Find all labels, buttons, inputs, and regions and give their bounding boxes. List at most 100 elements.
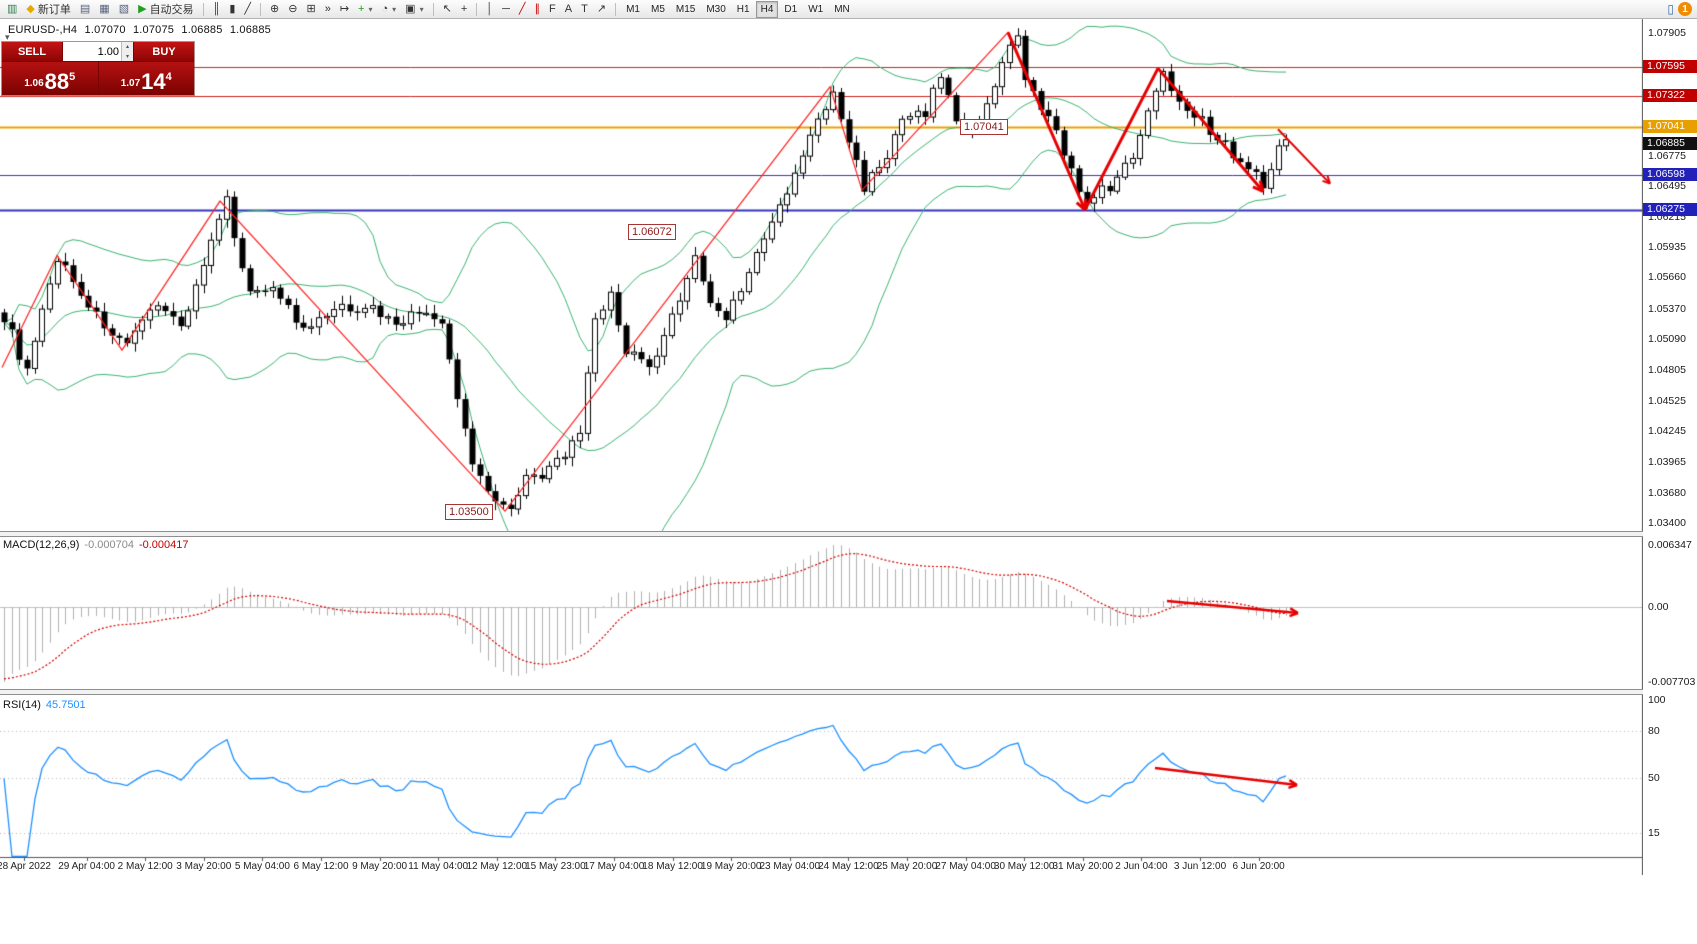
timeframe-h1[interactable]: H1	[736, 3, 750, 15]
resistance-tag-2: 1.07322	[1643, 89, 1697, 103]
rsi-panel-divider[interactable]	[0, 689, 1697, 695]
text-icon: A	[564, 3, 573, 15]
price-level-label[interactable]: 1.07041	[960, 118, 1008, 135]
price-axis-label: 1.04245	[1648, 425, 1686, 438]
indicators-add-icon: +	[358, 3, 365, 15]
price-level-label[interactable]: 1.06072	[628, 224, 676, 241]
new-order-button[interactable]: ◆ 新订单	[22, 0, 74, 18]
price-axis[interactable]: 1.07905 1.06775 1.06495 1.06215 1.05935 1.056…	[1643, 18, 1697, 878]
timeframe-m5[interactable]: M5	[650, 3, 665, 15]
autotrading-button-label: 自动交易	[149, 4, 194, 16]
tile-windows-icon: ⊞	[306, 3, 316, 15]
volume-field[interactable]: 1.00 ▴ ▾	[63, 42, 133, 61]
time-axis-label: 23 May 04:00	[759, 861, 821, 872]
trendline-icon[interactable]: ╱	[515, 0, 530, 18]
timeframe-m1[interactable]: M1	[626, 3, 640, 15]
price-axis-label: 1.04525	[1648, 394, 1686, 407]
time-axis-label: 17 May 04:00	[583, 861, 645, 872]
bar-chart-icon: ║	[212, 3, 221, 15]
data-window-icon[interactable]: ▦	[95, 0, 113, 18]
macd-value-signal: -0.000417	[138, 539, 189, 551]
zoom-in-icon[interactable]: ⊕	[266, 0, 283, 18]
price-axis-label: 1.05090	[1648, 333, 1686, 346]
mobile-app-icon[interactable]: ▯	[1667, 2, 1674, 16]
timeframe-m30[interactable]: M30	[706, 3, 726, 15]
timeframe-d1[interactable]: D1	[784, 3, 798, 15]
price-level-label[interactable]: 1.03500	[445, 504, 493, 521]
indicators-add-icon[interactable]: + ▾	[354, 0, 376, 18]
buy-price-small: 1.07	[120, 78, 141, 89]
current-price-tag: 1.06885	[1643, 136, 1697, 150]
candlestick-chart-icon[interactable]: ▮	[225, 0, 239, 18]
buy-price-sup: 4	[165, 71, 172, 83]
buy-button[interactable]: BUY	[134, 42, 194, 61]
toolbar-right-cluster: ▯ 1	[1667, 2, 1694, 16]
notification-badge[interactable]: 1	[1678, 2, 1692, 16]
dropdown-caret-icon: ▾	[419, 4, 424, 14]
chart-shift-icon[interactable]: ↦	[336, 0, 353, 18]
time-axis-label: 12 May 12:00	[466, 861, 528, 872]
timeframe-mn[interactable]: MN	[834, 3, 850, 15]
periods-icon[interactable]: ◔ ▾	[378, 0, 401, 18]
rsi-axis-label: 15	[1648, 826, 1660, 839]
macd-axis-label: 0.006347	[1648, 539, 1692, 551]
time-axis-label: 5 May 04:00	[234, 861, 290, 872]
channel-icon[interactable]: ∥	[531, 0, 545, 18]
sell-button[interactable]: SELL	[2, 42, 62, 61]
volume-down-icon[interactable]: ▾	[122, 51, 133, 61]
rsi-label: RSI(14) 45.7501	[3, 699, 86, 711]
time-axis-label: 3 May 20:00	[176, 861, 232, 872]
volume-up-icon[interactable]: ▴	[122, 42, 133, 52]
tile-windows-icon[interactable]: ⊞	[302, 0, 319, 18]
vertical-line-icon[interactable]: │	[482, 0, 497, 18]
text-icon[interactable]: A	[561, 0, 576, 18]
volume-stepper[interactable]: ▴ ▾	[121, 42, 133, 61]
time-axis-label: 19 May 20:00	[700, 861, 762, 872]
fibonacci-icon: F	[549, 3, 556, 15]
chart-window-icon[interactable]: ▥	[3, 0, 21, 18]
market-watch-icon: ▤	[79, 3, 91, 15]
time-axis-label: 6 Jun 20:00	[1232, 861, 1285, 872]
autotrading-icon: ▶	[138, 3, 147, 15]
bar-chart-icon[interactable]: ║	[209, 0, 225, 18]
cursor-icon: ↖	[442, 3, 452, 15]
buy-price-big: 14	[141, 69, 166, 94]
timeframe-w1[interactable]: W1	[808, 3, 824, 15]
buy-price[interactable]: 1.07 14 4	[98, 62, 194, 95]
crosshair-icon[interactable]: +	[457, 0, 471, 18]
timeframe-h4[interactable]: H4	[755, 0, 779, 18]
templates-icon[interactable]: ▣ ▾	[401, 0, 427, 18]
timeframe-m15[interactable]: M15	[675, 3, 696, 15]
time-axis-label: 3 Jun 12:00	[1173, 861, 1227, 872]
line-chart-icon[interactable]: ╱	[240, 0, 255, 18]
label-icon[interactable]: T	[577, 0, 592, 18]
zoom-out-icon[interactable]: ⊖	[284, 0, 301, 18]
time-axis[interactable]: 28 Apr 2022 29 Apr 04:00 2 May 12:00 3 May …	[0, 858, 1643, 875]
autotrading-button[interactable]: ▶ 自动交易	[134, 0, 197, 18]
horizontal-line-icon[interactable]: ─	[498, 0, 514, 18]
auto-scroll-icon[interactable]: »	[321, 0, 335, 18]
bar-open: 1.07070	[84, 24, 126, 36]
time-axis-label: 9 May 20:00	[352, 861, 408, 872]
sell-price-small: 1.06	[24, 78, 44, 89]
auto-scroll-icon: »	[324, 3, 331, 15]
fibonacci-icon[interactable]: F	[545, 0, 560, 18]
sell-price[interactable]: 1.06 88 5	[2, 62, 98, 95]
support-tag-1: 1.06598	[1643, 168, 1697, 182]
time-axis-label: 2 Jun 04:00	[1115, 861, 1168, 872]
macd-panel-divider[interactable]	[0, 531, 1697, 537]
rsi-name: RSI(14)	[3, 699, 41, 711]
time-axis-label: 11 May 04:00	[408, 861, 469, 872]
cursor-icon[interactable]: ↖	[439, 0, 456, 18]
bar-low: 1.06885	[181, 24, 223, 36]
volume-value[interactable]: 1.00	[97, 45, 119, 58]
price-axis-label: 1.03680	[1648, 486, 1686, 499]
time-axis-label: 25 May 20:00	[876, 861, 938, 872]
one-click-trading-collapse[interactable]: ▾	[5, 32, 10, 42]
arrows-icon[interactable]: ↗	[593, 0, 610, 18]
price-axis-label: 1.06495	[1648, 180, 1686, 193]
market-watch-icon[interactable]: ▤	[76, 0, 94, 18]
toolbar-separator	[260, 2, 262, 16]
navigator-icon[interactable]: ▧	[115, 0, 133, 18]
